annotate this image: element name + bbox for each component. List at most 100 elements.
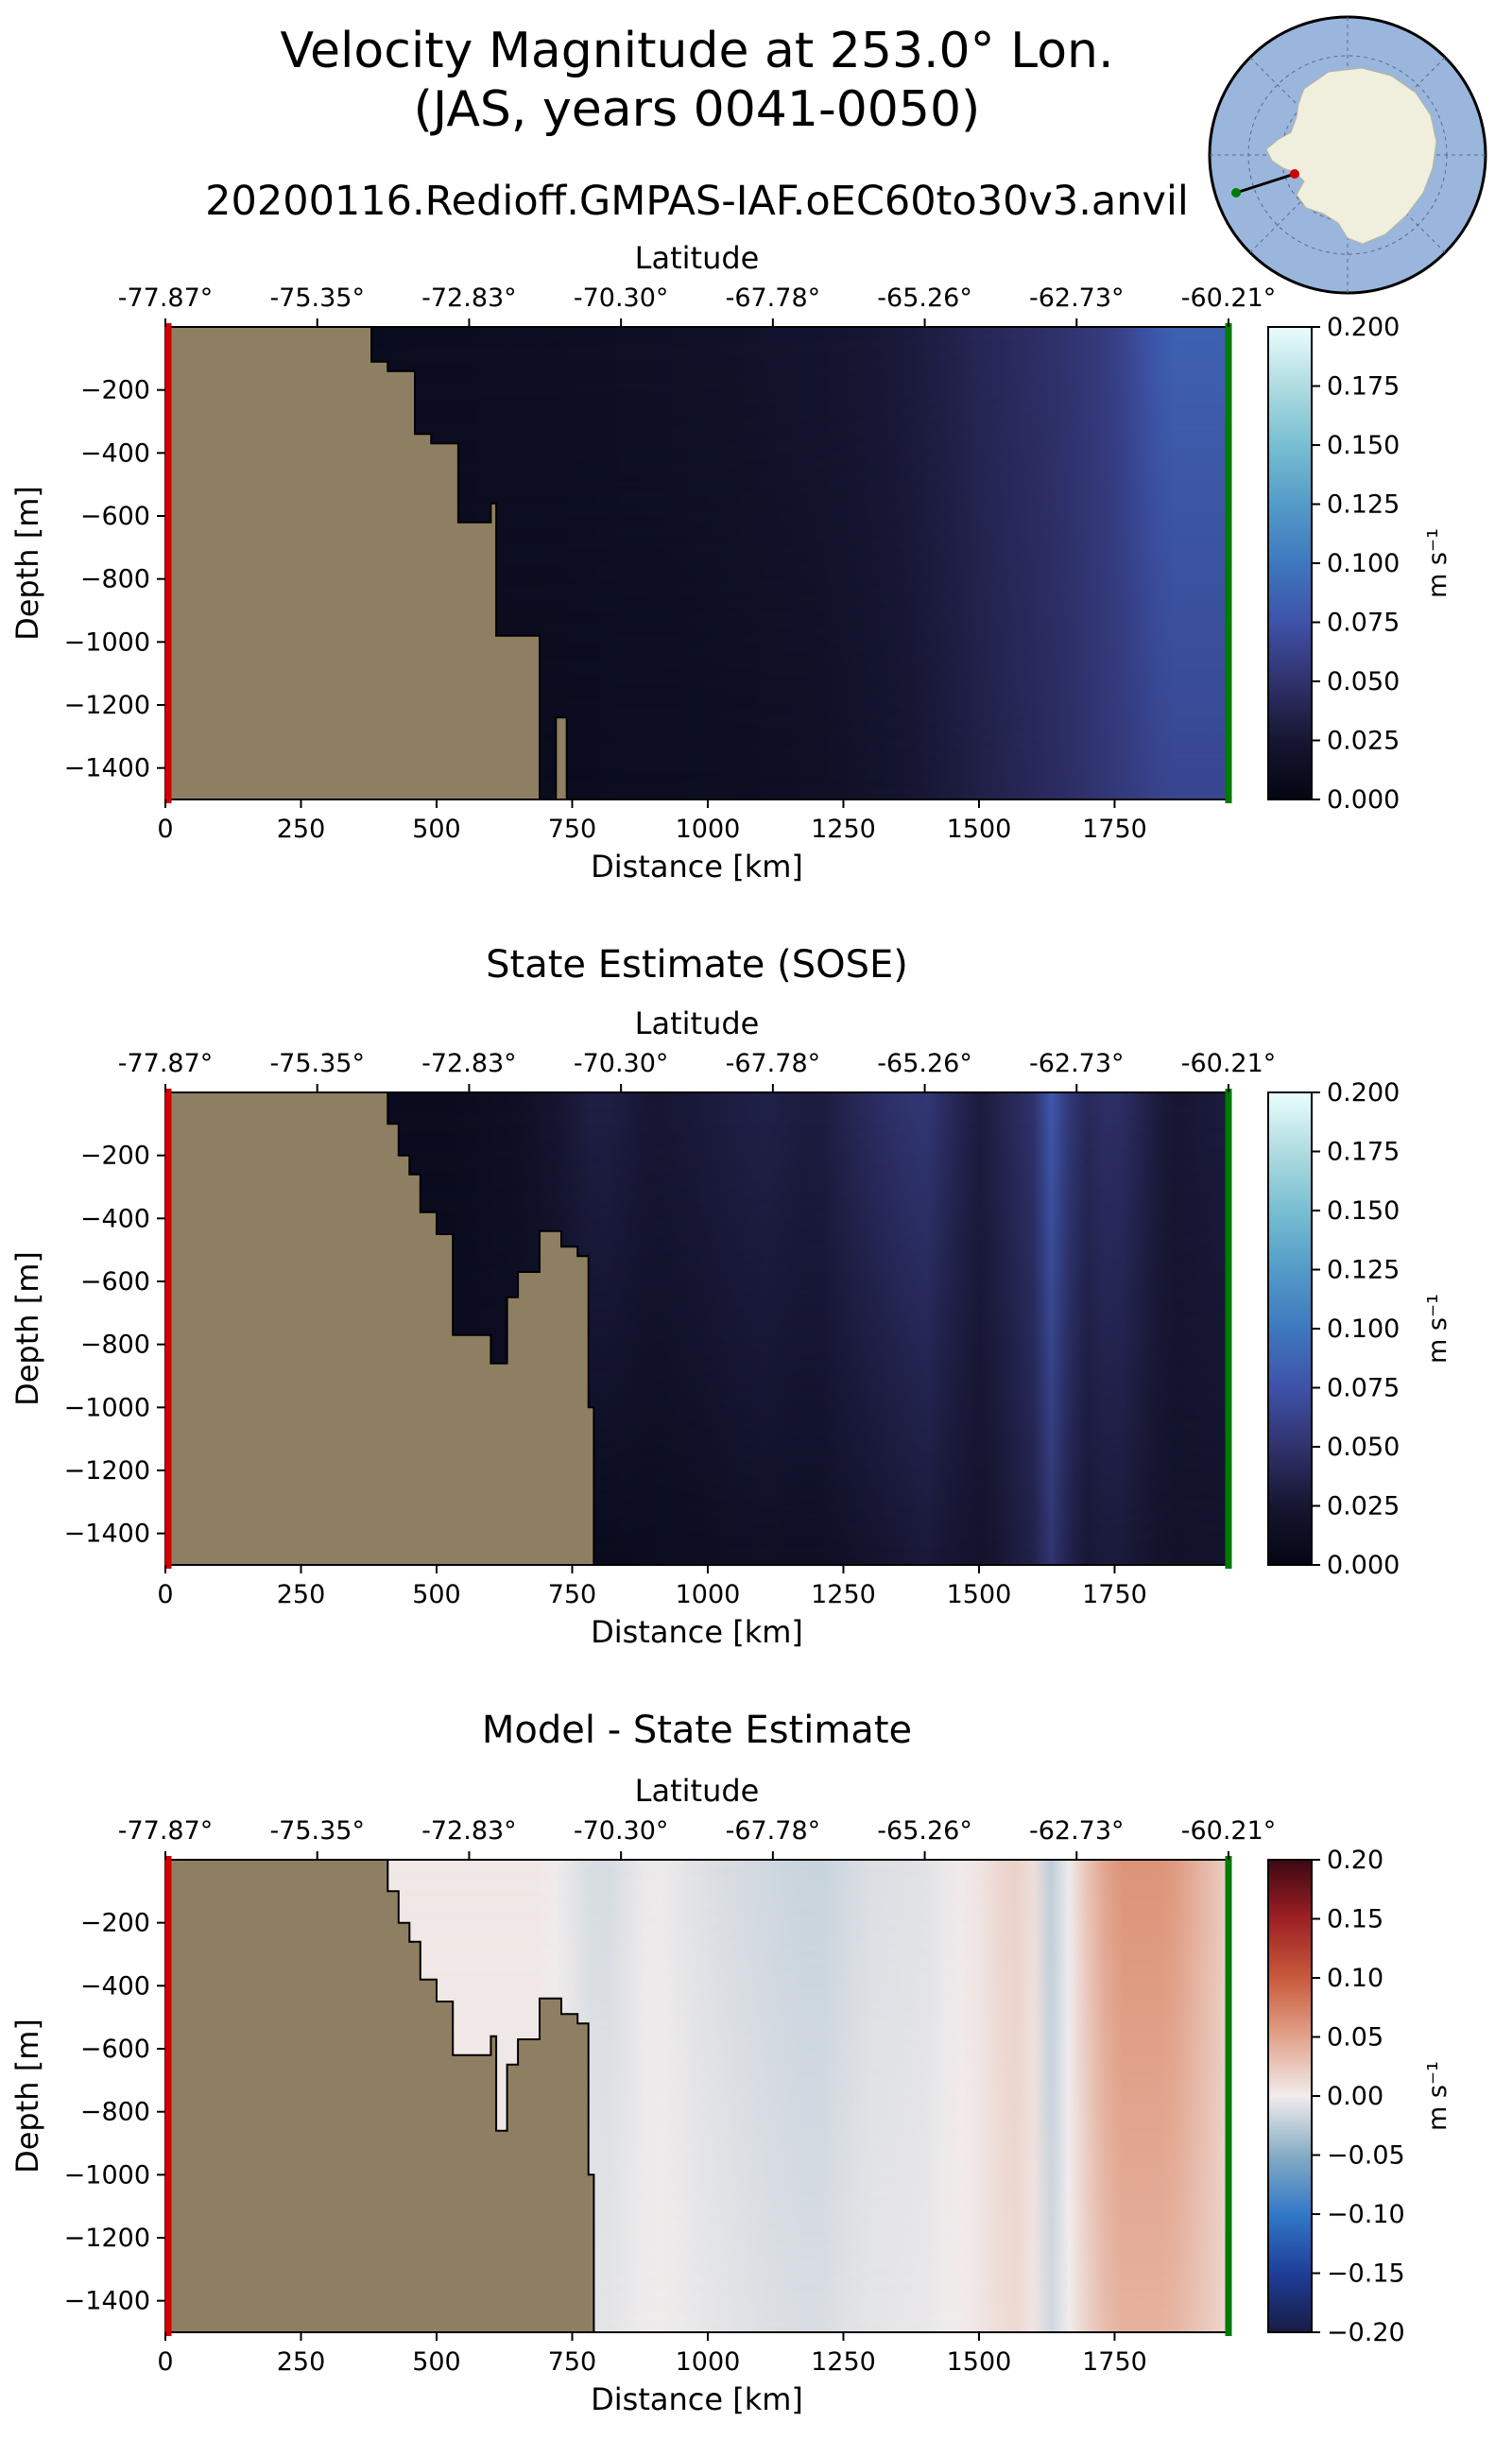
x-tick-label: 750 bbox=[548, 2347, 597, 2377]
top-tick-label: -65.26° bbox=[877, 1816, 972, 1846]
x-axis-label: Distance [km] bbox=[591, 849, 803, 885]
panel-velocity-difference: 0 250 500 750 1000 1250 1500 1750 Distance [km] −… bbox=[9, 1773, 1452, 2417]
x-tick-label: 1500 bbox=[947, 1580, 1012, 1609]
colorbar bbox=[1267, 326, 1313, 800]
top-tick-label: -60.21° bbox=[1181, 1816, 1277, 1846]
colorbar-tick-label: −0.10 bbox=[1327, 2200, 1405, 2229]
colorbar-tick-label: 0.125 bbox=[1327, 490, 1400, 520]
colorbar-tick-label: 0.125 bbox=[1327, 1256, 1400, 1285]
inset-map-end-marker bbox=[1231, 188, 1241, 198]
y-tick-label: −1200 bbox=[64, 691, 150, 720]
top-axis-label: Latitude bbox=[635, 240, 760, 276]
top-tick-label: -70.30° bbox=[574, 1049, 669, 1078]
colorbar-tick-label: 0.050 bbox=[1327, 1433, 1400, 1462]
colorbar-tick-label: 0.075 bbox=[1327, 609, 1400, 638]
top-tick-label: -77.87° bbox=[118, 284, 214, 313]
colorbar-tick-label: 0.10 bbox=[1327, 1964, 1383, 1993]
x-tick-label: 1000 bbox=[676, 815, 741, 844]
top-tick-label: -75.35° bbox=[269, 284, 365, 313]
y-tick-label: −600 bbox=[80, 502, 150, 531]
colorbar-tick-label: 0.200 bbox=[1327, 313, 1400, 342]
panel2-title: State Estimate (SOSE) bbox=[486, 943, 908, 987]
y-tick-label: −600 bbox=[80, 1267, 150, 1297]
x-tick-label: 1000 bbox=[676, 1580, 741, 1609]
y-tick-label: −200 bbox=[80, 376, 150, 405]
colorbar-tick-label: 0.000 bbox=[1327, 1551, 1400, 1580]
x-tick-label: 250 bbox=[277, 815, 326, 844]
y-tick-label: −1200 bbox=[64, 2224, 150, 2253]
x-tick-label: 0 bbox=[157, 2347, 173, 2377]
colorbar-tick-label: 0.000 bbox=[1327, 785, 1400, 815]
x-tick-label: 1750 bbox=[1082, 1580, 1147, 1609]
bathymetry-land bbox=[164, 1091, 595, 1566]
y-tick-label: −1400 bbox=[64, 1520, 150, 1549]
x-tick-label: 1750 bbox=[1082, 815, 1147, 844]
top-tick-label: -65.26° bbox=[877, 1049, 972, 1078]
top-tick-label: -67.78° bbox=[726, 1816, 821, 1846]
top-tick-label: -75.35° bbox=[269, 1049, 365, 1078]
y-tick-label: −1400 bbox=[64, 754, 150, 783]
colorbar-tick-label: 0.150 bbox=[1327, 1196, 1400, 1226]
y-tick-label: −400 bbox=[80, 1204, 150, 1233]
y-axis-label: Depth [m] bbox=[9, 2019, 45, 2174]
colorbar-tick-label: 0.100 bbox=[1327, 1314, 1400, 1344]
x-tick-label: 500 bbox=[412, 815, 461, 844]
top-tick-label: -62.73° bbox=[1029, 1049, 1125, 1078]
x-tick-label: 1250 bbox=[811, 2347, 876, 2377]
panel-velocity-model: 0 250 500 750 1000 1250 1500 1750 Distance [km] −… bbox=[9, 240, 1452, 885]
top-tick-label: -70.30° bbox=[574, 1816, 669, 1846]
top-tick-label: -72.83° bbox=[421, 284, 517, 313]
colorbar-label: m s⁻¹ bbox=[1423, 528, 1452, 598]
bathymetry-land bbox=[164, 1859, 595, 2333]
colorbar bbox=[1267, 1859, 1313, 2333]
y-tick-label: −1400 bbox=[64, 2287, 150, 2316]
panel3-title: Model - State Estimate bbox=[481, 1709, 913, 1752]
inset-map bbox=[1208, 15, 1487, 295]
top-tick-label: -72.83° bbox=[421, 1816, 517, 1846]
x-tick-label: 1750 bbox=[1082, 2347, 1147, 2377]
colorbar-tick-label: 0.050 bbox=[1327, 667, 1400, 696]
top-tick-label: -75.35° bbox=[269, 1816, 365, 1846]
colorbar bbox=[1267, 1091, 1313, 1566]
colorbar-tick-label: −0.20 bbox=[1327, 2318, 1405, 2347]
top-tick-label: -65.26° bbox=[877, 284, 972, 313]
y-tick-label: −400 bbox=[80, 438, 150, 468]
x-tick-label: 1250 bbox=[811, 1580, 876, 1609]
y-tick-label: −1000 bbox=[64, 627, 150, 657]
top-tick-label: -60.21° bbox=[1181, 1049, 1277, 1078]
figure-subtitle: 20200116.Redioff.GMPAS-IAF.oEC60to30v3.a… bbox=[205, 178, 1189, 225]
top-tick-label: -62.73° bbox=[1029, 284, 1125, 313]
y-tick-label: −1000 bbox=[64, 2160, 150, 2190]
colorbar-tick-label: 0.15 bbox=[1327, 1905, 1383, 1934]
colorbar-tick-label: 0.075 bbox=[1327, 1374, 1400, 1403]
y-axis-label: Depth [m] bbox=[9, 1251, 45, 1406]
x-axis-label: Distance [km] bbox=[591, 1614, 803, 1650]
top-tick-label: -72.83° bbox=[421, 1049, 517, 1078]
top-axis-label: Latitude bbox=[635, 1773, 760, 1809]
x-tick-label: 0 bbox=[157, 1580, 173, 1609]
y-tick-label: −1000 bbox=[64, 1393, 150, 1422]
panel-velocity-sose: 0 250 500 750 1000 1250 1500 1750 Distance [km] −… bbox=[9, 1005, 1452, 1650]
colorbar-tick-label: −0.15 bbox=[1327, 2259, 1405, 2289]
colorbar-label: m s⁻¹ bbox=[1423, 1294, 1452, 1364]
colorbar-tick-label: 0.175 bbox=[1327, 1138, 1400, 1167]
x-tick-label: 1500 bbox=[947, 2347, 1012, 2377]
figure-title-line2: (JAS, years 0041-0050) bbox=[413, 81, 981, 138]
top-tick-label: -60.21° bbox=[1181, 284, 1277, 313]
colorbar-label: m s⁻¹ bbox=[1423, 2061, 1452, 2131]
colorbar-tick-label: 0.150 bbox=[1327, 431, 1400, 460]
x-tick-label: 1000 bbox=[676, 2347, 741, 2377]
x-tick-label: 250 bbox=[277, 1580, 326, 1609]
colorbar-tick-label: 0.00 bbox=[1327, 2082, 1383, 2111]
x-tick-label: 250 bbox=[277, 2347, 326, 2377]
y-tick-label: −200 bbox=[80, 1142, 150, 1171]
y-tick-label: −400 bbox=[80, 1971, 150, 2001]
x-tick-label: 750 bbox=[548, 815, 597, 844]
colorbar-tick-label: −0.05 bbox=[1327, 2141, 1405, 2171]
colorbar-tick-label: 0.20 bbox=[1327, 1846, 1383, 1875]
y-tick-label: −200 bbox=[80, 1909, 150, 1938]
colorbar-tick-label: 0.05 bbox=[1327, 2023, 1383, 2053]
y-axis-label: Depth [m] bbox=[9, 486, 45, 641]
figure-title-line1: Velocity Magnitude at 253.0° Lon. bbox=[280, 23, 1114, 79]
y-tick-label: −800 bbox=[80, 565, 150, 594]
